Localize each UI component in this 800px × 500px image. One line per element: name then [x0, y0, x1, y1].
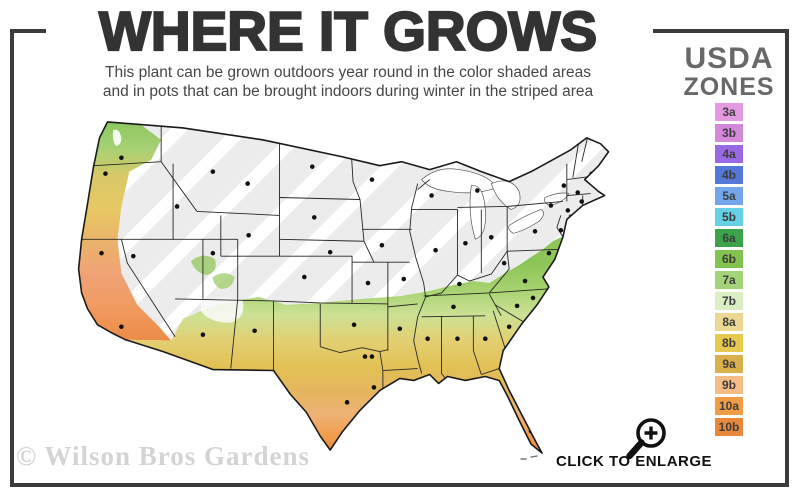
usda-zones-legend-title: USDA ZONES [664, 42, 794, 101]
unzoned-highland-patch [200, 297, 244, 323]
zone-swatch-10a: 10a [715, 397, 743, 415]
zone-swatch-4b: 4b [715, 166, 743, 184]
zone-swatch-6a: 6a [715, 229, 743, 247]
subtitle-line-1: This plant can be grown outdoors year ro… [105, 64, 591, 81]
zone-swatch-8a: 8a [715, 313, 743, 331]
click-to-enlarge-label[interactable]: CLICK TO ENLARGE [555, 453, 713, 470]
us-growing-zone-map[interactable] [62, 112, 662, 460]
zone-swatch-3a: 3a [715, 103, 743, 121]
magnifier-plus-icon[interactable] [622, 412, 674, 464]
zone-swatch-5a: 5a [715, 187, 743, 205]
zone-swatch-8b: 8b [715, 334, 743, 352]
frame-left [10, 29, 14, 487]
frame-top-left-stub [10, 29, 46, 33]
state-borders [78, 125, 597, 393]
puget-sound [112, 129, 122, 146]
great-lakes [421, 168, 570, 240]
zone-swatch-9b: 9b [715, 376, 743, 394]
florida-keys [520, 455, 538, 460]
green-patch-utah [190, 255, 216, 276]
zone-swatch-3b: 3b [715, 124, 743, 142]
frame-bottom [10, 483, 789, 487]
zone-swatch-5b: 5b [715, 208, 743, 226]
usda-zones-list: 3a 3b 4a 4b 5a 5b 6a 6b 7a 7b 8a 8b 9a 9b 10a 10b [715, 103, 743, 439]
legend-title-line-2: ZONES [683, 73, 775, 101]
header: WHERE IT GROWS This plant can be grown o… [28, 0, 668, 101]
frame-right [785, 29, 789, 487]
frame-top-right-stub [653, 29, 789, 33]
zone-swatch-6b: 6b [715, 250, 743, 268]
southern-zone-area [125, 237, 563, 454]
lake-erie-icon [508, 209, 544, 234]
page-title: WHERE IT GROWS [98, 0, 598, 62]
zone-swatch-9a: 9a [715, 355, 743, 373]
watermark: © Wilson Bros Gardens [16, 441, 310, 471]
zone-swatch-7a: 7a [715, 271, 743, 289]
subtitle: This plant can be grown outdoors year ro… [28, 63, 668, 101]
west-coast-zone-area [78, 121, 172, 341]
legend-title-line-1: USDA [684, 42, 774, 75]
us-outline [77, 121, 610, 454]
zone-swatch-4a: 4a [715, 145, 743, 163]
zone-swatch-7b: 7b [715, 292, 743, 310]
subtitle-line-2: and in pots that can be brought indoors … [102, 83, 594, 100]
zone-swatch-10b: 10b [715, 418, 743, 436]
green-patch-colorado [212, 273, 235, 289]
